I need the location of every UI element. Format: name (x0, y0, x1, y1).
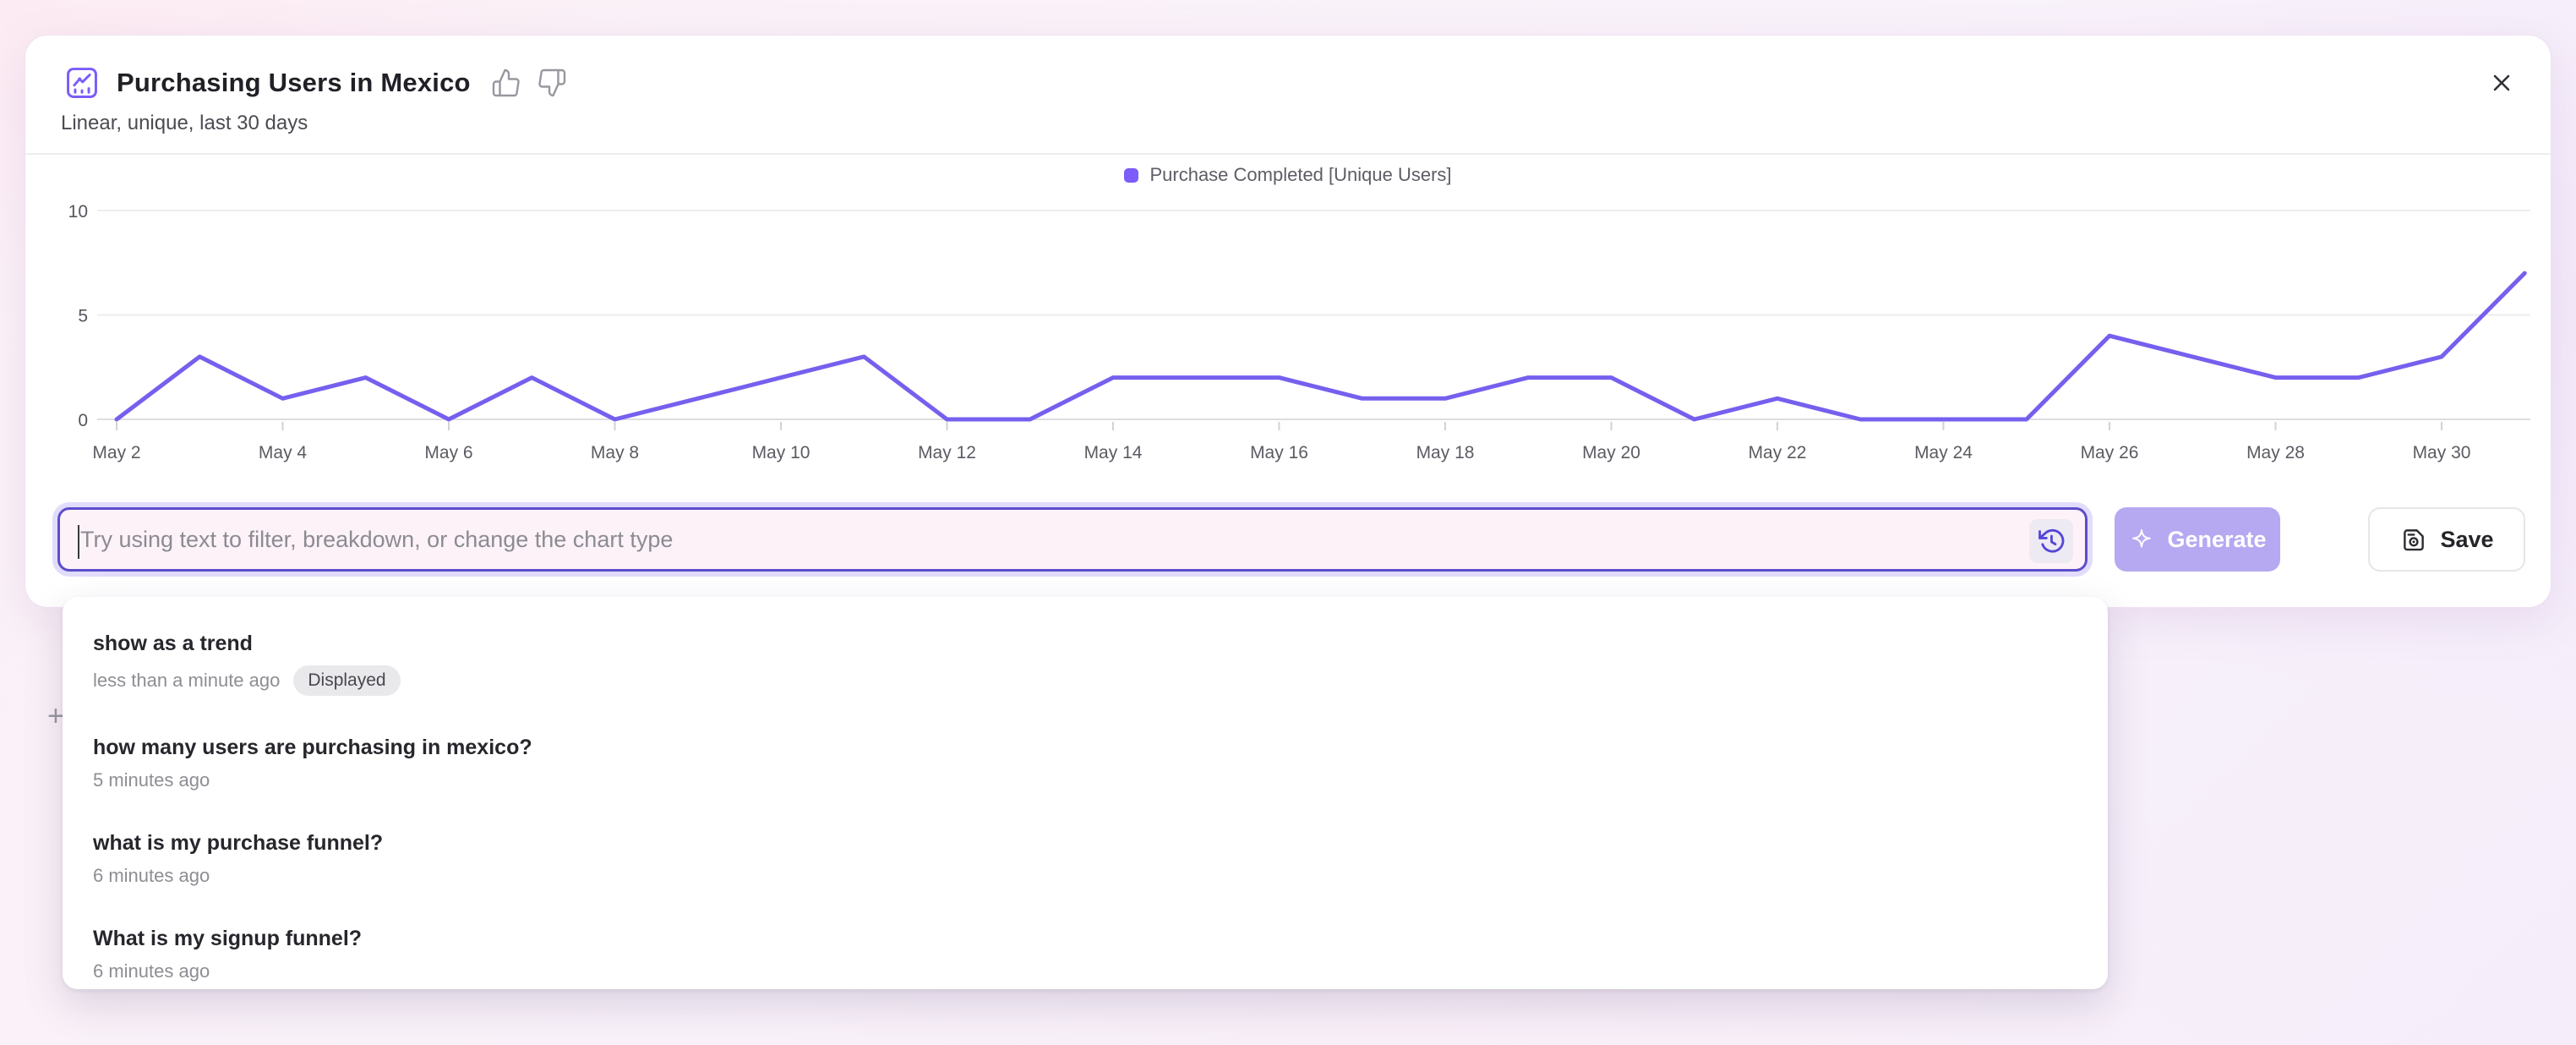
history-icon[interactable] (2029, 519, 2073, 563)
svg-text:May 16: May 16 (1250, 443, 1308, 462)
line-chart-icon (67, 68, 97, 98)
plus-icon[interactable]: + (47, 700, 64, 732)
svg-text:May 2: May 2 (92, 443, 140, 462)
history-item-time: 6 minutes ago (93, 865, 210, 886)
svg-text:5: 5 (78, 307, 88, 326)
prompt-placeholder: Try using text to filter, breakdown, or … (80, 526, 674, 552)
history-item-title: what is my purchase funnel? (93, 831, 384, 855)
svg-text:10: 10 (68, 202, 88, 222)
svg-text:May 10: May 10 (752, 443, 810, 462)
chart-legend[interactable]: Purchase Completed [Unique Users] (25, 164, 2551, 186)
svg-text:May 30: May 30 (2413, 443, 2471, 462)
prompt-row: Try using text to filter, breakdown, or … (25, 507, 2551, 572)
header-divider (25, 153, 2551, 155)
svg-text:May 14: May 14 (1084, 443, 1143, 462)
legend-label: Purchase Completed [Unique Users] (1149, 164, 1452, 185)
svg-text:May 22: May 22 (1749, 443, 1807, 462)
displayed-badge: Displayed (293, 665, 401, 696)
svg-text:May 8: May 8 (591, 443, 639, 462)
prompt-input[interactable]: Try using text to filter, breakdown, or … (57, 507, 2088, 572)
svg-text:May 28: May 28 (2246, 443, 2305, 462)
chart-canvas: 0 5 10 May 2 May 4 May 6 May 8 May 10 May 12 May … (68, 202, 2530, 462)
svg-text:May 20: May 20 (1582, 443, 1640, 462)
thumbs-down-icon[interactable] (537, 68, 567, 98)
svg-text:May 18: May 18 (1416, 443, 1475, 462)
svg-text:0: 0 (78, 411, 88, 430)
save-label: Save (2440, 526, 2494, 552)
card-header: Purchasing Users in Mexico (64, 64, 567, 101)
history-item[interactable]: how many users are purchasing in mexico?… (63, 721, 2108, 805)
save-icon (2404, 529, 2425, 551)
text-caret (78, 525, 79, 559)
history-item-time: 5 minutes ago (93, 769, 210, 791)
history-item-title: show as a trend (93, 632, 253, 655)
history-item[interactable]: What is my signup funnel? 6 minutes ago (63, 912, 2108, 996)
page-title: Purchasing Users in Mexico (117, 68, 471, 97)
sparkle-icon (2132, 529, 2152, 548)
chart-card: Purchasing Users in Mexico Linear, uniqu… (25, 36, 2551, 607)
svg-text:May 26: May 26 (2081, 443, 2139, 462)
close-icon[interactable] (2486, 68, 2517, 98)
svg-text:May 24: May 24 (1914, 443, 1973, 462)
history-item-time: 6 minutes ago (93, 960, 210, 982)
generate-button[interactable]: Generate (2115, 507, 2280, 572)
legend-swatch (1124, 167, 1139, 183)
history-item[interactable]: show as a trend less than a minute ago D… (63, 617, 2108, 709)
history-item[interactable]: what is my purchase funnel? 6 minutes ag… (63, 817, 2108, 900)
svg-text:May 4: May 4 (259, 443, 308, 462)
thumbs-up-icon[interactable] (491, 68, 521, 98)
history-item-title: What is my signup funnel? (93, 927, 363, 950)
svg-text:May 6: May 6 (424, 443, 472, 462)
chart-subtitle: Linear, unique, last 30 days (61, 112, 308, 134)
save-button[interactable]: Save (2368, 507, 2525, 572)
line-chart[interactable]: 0 5 10 May 2 May 4 May 6 May 8 May 10 May 12 May … (51, 194, 2551, 482)
history-dropdown: show as a trend less than a minute ago D… (63, 597, 2108, 989)
history-item-time: less than a minute ago (93, 670, 281, 691)
generate-label: Generate (2167, 526, 2267, 552)
svg-text:May 12: May 12 (918, 443, 976, 462)
history-item-title: how many users are purchasing in mexico? (93, 736, 532, 759)
